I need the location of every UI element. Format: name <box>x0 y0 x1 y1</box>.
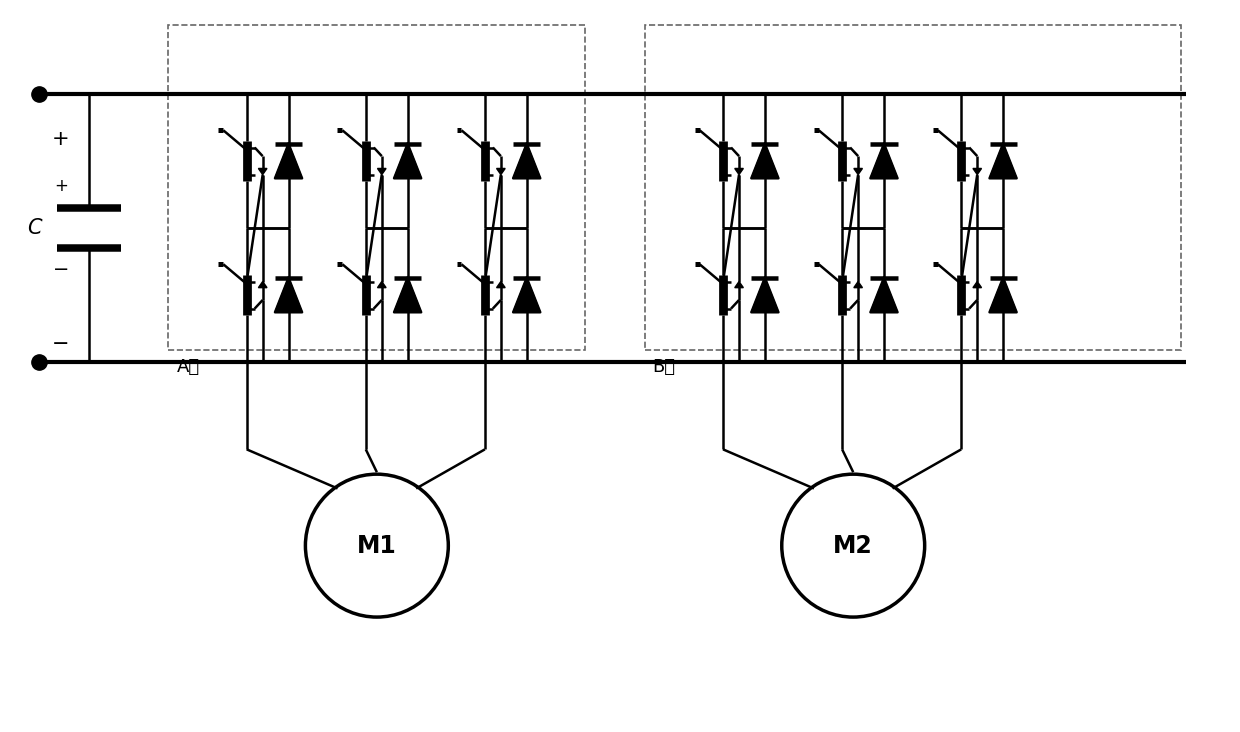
Polygon shape <box>513 144 541 179</box>
Polygon shape <box>275 144 303 179</box>
Polygon shape <box>377 282 386 288</box>
Polygon shape <box>496 282 505 288</box>
Polygon shape <box>870 144 898 179</box>
Polygon shape <box>394 144 422 179</box>
Polygon shape <box>275 278 303 313</box>
Text: −: − <box>53 261 69 279</box>
Polygon shape <box>751 144 779 179</box>
Text: C: C <box>27 218 42 238</box>
Polygon shape <box>990 144 1017 179</box>
Polygon shape <box>854 168 863 175</box>
Polygon shape <box>496 168 505 175</box>
Text: −: − <box>51 335 69 354</box>
Text: B桥: B桥 <box>652 358 676 376</box>
Bar <box>169 25 585 350</box>
Polygon shape <box>973 282 982 288</box>
Polygon shape <box>870 278 898 313</box>
Polygon shape <box>854 282 863 288</box>
Polygon shape <box>377 168 386 175</box>
Text: M2: M2 <box>833 534 873 558</box>
Polygon shape <box>990 278 1017 313</box>
Text: +: + <box>55 177 68 195</box>
Polygon shape <box>258 168 267 175</box>
Polygon shape <box>258 282 267 288</box>
Bar <box>645 25 1180 350</box>
Polygon shape <box>513 278 541 313</box>
Text: M1: M1 <box>357 534 397 558</box>
Text: +: + <box>51 129 69 149</box>
Polygon shape <box>751 278 779 313</box>
Polygon shape <box>394 278 422 313</box>
Polygon shape <box>973 168 982 175</box>
Polygon shape <box>735 168 743 175</box>
Text: A桥: A桥 <box>176 358 200 376</box>
Polygon shape <box>735 282 743 288</box>
